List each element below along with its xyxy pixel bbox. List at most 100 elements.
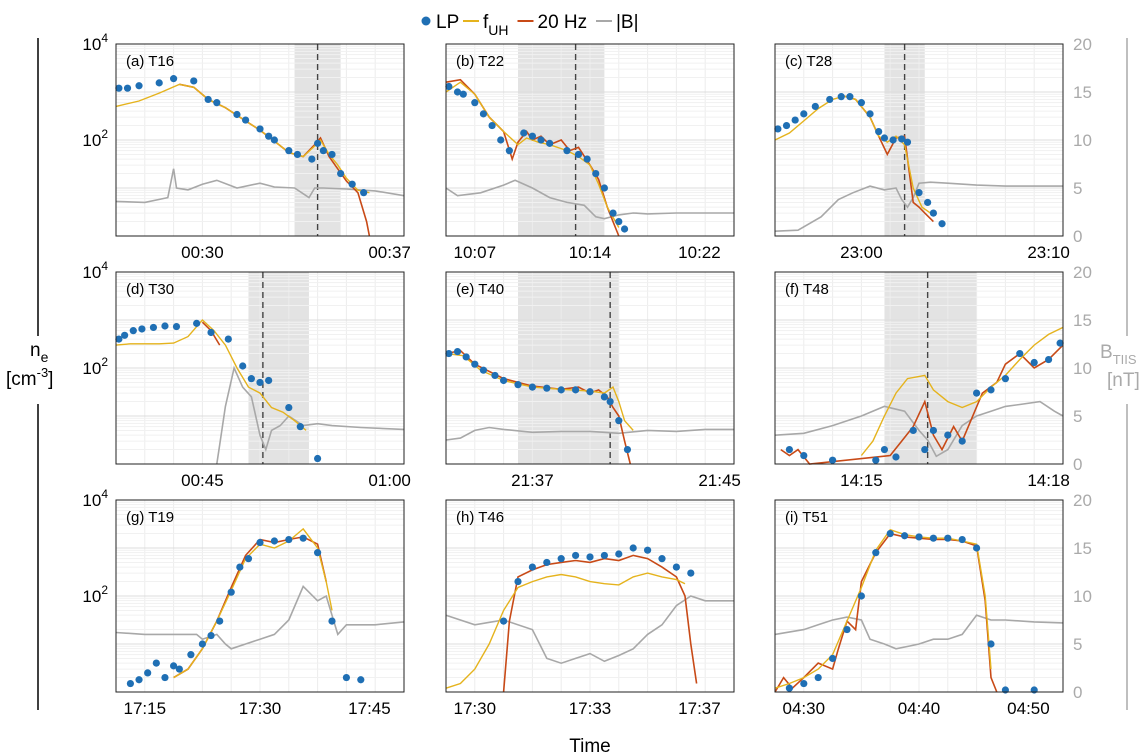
x-tick-label: 23:10 xyxy=(1027,243,1070,262)
lp-point xyxy=(1056,339,1064,347)
lp-point xyxy=(348,180,356,188)
lp-point xyxy=(314,549,322,557)
lp-point xyxy=(620,225,629,233)
lp-point xyxy=(958,437,966,445)
plot-frame xyxy=(774,271,1064,465)
x-tick-label: 04:40 xyxy=(898,699,941,718)
lp-point xyxy=(658,555,666,563)
x-tick-label: 00:45 xyxy=(181,471,224,490)
plot-frame xyxy=(445,271,735,465)
lp-point xyxy=(514,381,522,389)
lp-point xyxy=(672,563,681,571)
y-tick-label: 104 xyxy=(82,487,108,510)
lp-point xyxy=(175,665,183,673)
lp-point xyxy=(898,135,906,143)
lp-point xyxy=(929,426,938,435)
lp-point xyxy=(216,617,224,625)
lp-point xyxy=(872,549,880,557)
x-tick-label: 14:15 xyxy=(840,471,883,490)
panel-title: (b) T22 xyxy=(456,53,504,70)
plot-frame xyxy=(774,43,1064,237)
lp-point xyxy=(629,544,637,552)
y2-tick-label: 10 xyxy=(1073,359,1092,378)
lp-point xyxy=(791,116,799,124)
plot-frame xyxy=(115,271,405,465)
lp-point xyxy=(872,456,880,464)
y2-tick-label: 20 xyxy=(1073,35,1092,54)
lp-point xyxy=(846,93,854,101)
lp-point xyxy=(453,347,462,356)
lp-point xyxy=(207,631,215,640)
lp-point xyxy=(161,322,169,330)
series-b-line xyxy=(115,168,405,204)
lp-point xyxy=(615,217,623,226)
lp-point xyxy=(866,110,874,118)
lp-point xyxy=(198,640,206,648)
series-b-line xyxy=(774,614,1064,650)
lp-point xyxy=(782,121,791,130)
lp-point xyxy=(155,79,163,87)
panel-title: (g) T19 xyxy=(126,509,174,526)
legend-label: |B| xyxy=(616,12,639,33)
lp-point xyxy=(190,77,198,85)
lp-point xyxy=(491,371,499,380)
legend-item-lp: LP xyxy=(421,12,459,33)
lp-point xyxy=(909,426,917,435)
x-tick-label: 14:18 xyxy=(1027,471,1070,490)
panel-7: (g) T19 17:15 17:30 17:45 104 102 xyxy=(82,487,405,718)
x-tick-label: 17:37 xyxy=(678,699,721,718)
lp-point xyxy=(1016,349,1024,358)
lp-point xyxy=(459,90,467,98)
lp-point xyxy=(204,95,212,104)
lp-point xyxy=(973,389,981,397)
lp-point xyxy=(973,544,981,552)
y2-tick-label: 0 xyxy=(1073,455,1082,474)
series-b-line xyxy=(445,426,734,441)
series-b-line xyxy=(115,584,405,650)
lp-point xyxy=(528,383,537,391)
x-tick-label: 17:33 xyxy=(569,699,612,718)
y-tick-label: 102 xyxy=(82,127,108,150)
lp-point xyxy=(563,147,571,155)
lp-point xyxy=(929,209,938,217)
x-tick-label: 10:14 xyxy=(569,243,612,262)
lp-point xyxy=(314,139,322,147)
lp-point xyxy=(826,95,834,104)
lp-point xyxy=(921,445,929,454)
panel-title: (a) T16 xyxy=(126,53,174,70)
lp-point xyxy=(880,134,889,142)
y2-tick-label: 5 xyxy=(1073,407,1082,426)
x-tick-label: 04:30 xyxy=(783,699,826,718)
lp-point xyxy=(615,417,623,425)
lp-point xyxy=(488,121,496,130)
lp-point xyxy=(829,654,837,663)
lp-point xyxy=(265,132,273,140)
lp-point xyxy=(170,75,178,83)
lp-point xyxy=(360,189,368,197)
panel-title: (f) T48 xyxy=(785,281,829,298)
plot-frame xyxy=(115,499,405,693)
lp-point xyxy=(328,150,336,159)
lp-point xyxy=(520,129,528,137)
lp-point xyxy=(586,553,594,561)
y-tick-label: 102 xyxy=(82,583,108,606)
lp-point xyxy=(987,640,995,648)
lp-point xyxy=(687,569,695,577)
lp-point xyxy=(892,453,900,461)
x-tick-label: 04:50 xyxy=(1007,699,1050,718)
y-tick-label: 104 xyxy=(82,31,108,54)
series-fuh-line xyxy=(445,572,686,689)
x-tick-label: 10:07 xyxy=(454,243,497,262)
lp-point xyxy=(471,360,479,368)
x-tick-label: 01:00 xyxy=(368,471,411,490)
x-tick-label: 17:30 xyxy=(239,699,282,718)
x-tick-label: 21:45 xyxy=(698,471,741,490)
legend-label: 20 Hz xyxy=(538,12,588,33)
y2-tick-label: 0 xyxy=(1073,227,1082,246)
panel-title: (e) T40 xyxy=(456,281,504,298)
lp-point xyxy=(903,138,912,146)
lp-point xyxy=(572,551,580,560)
lp-point xyxy=(583,155,591,163)
lp-point xyxy=(285,147,293,155)
